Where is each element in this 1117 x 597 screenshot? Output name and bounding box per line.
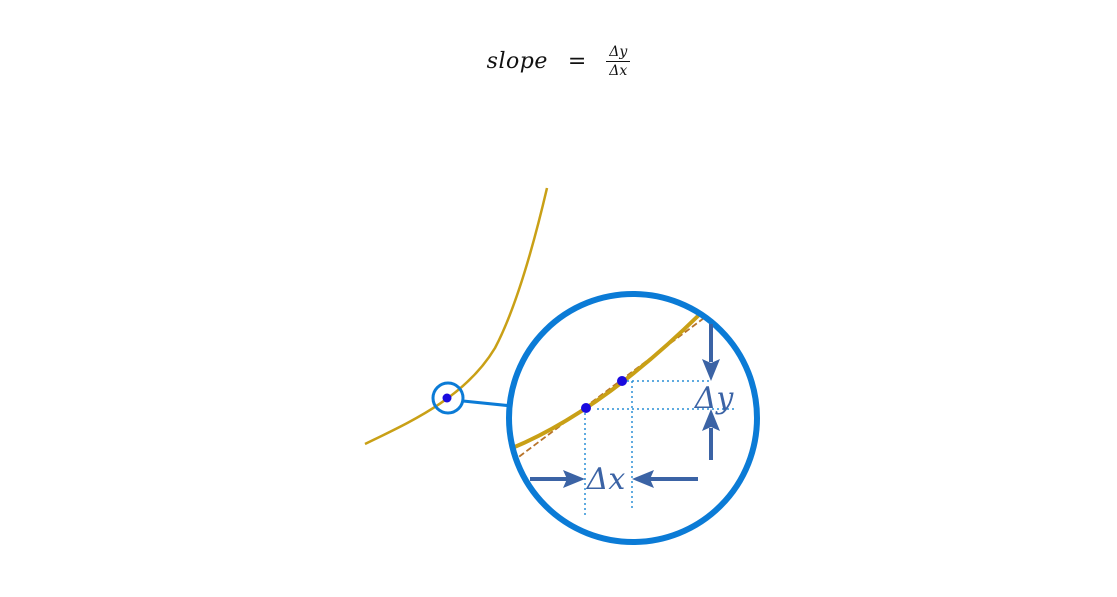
formula-denominator: Δx [609,63,628,79]
delta-y-arrow-bottom [702,409,720,460]
formula-numerator: Δy [606,44,631,62]
delta-x-arrow-right [632,470,698,488]
small-highlight-circle [431,381,465,415]
zoomed-curve [511,312,702,451]
zoom-content [511,311,735,517]
zoom-point-1 [581,403,591,413]
function-curve [364,187,549,446]
zoom-connector-line [462,399,513,408]
slope-formula: slope = Δy Δx [0,44,1117,79]
formula-fraction: Δy Δx [606,44,631,79]
delta-y-arrow-top [702,324,720,381]
delta-x-label: Δx [586,462,626,497]
zoom-point-2 [617,376,627,386]
formula-lhs: slope [486,49,548,74]
small-curve-point [442,393,452,403]
delta-y-label: Δy [694,381,735,416]
zoom-circle [506,291,760,545]
formula-equals: = [567,49,587,74]
delta-x-arrow-left [530,470,585,488]
